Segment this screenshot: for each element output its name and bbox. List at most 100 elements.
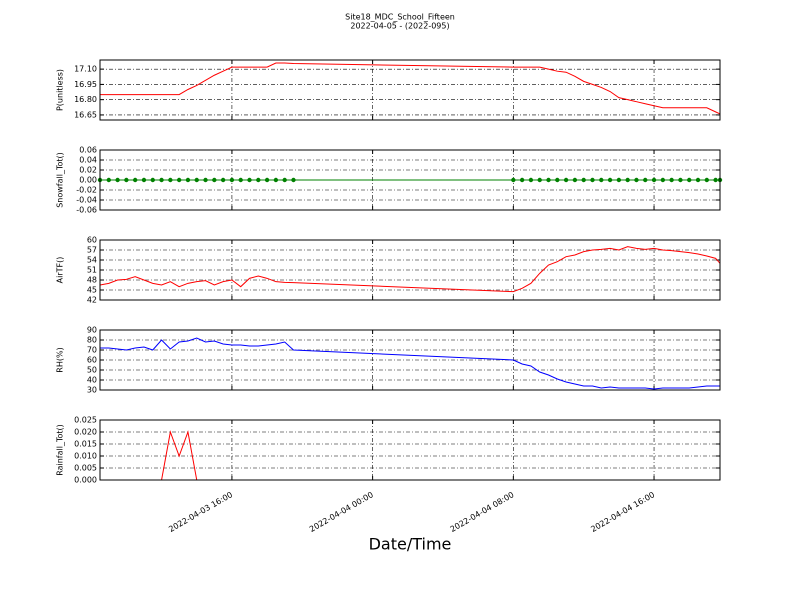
y-tick-label: 0.02 (79, 166, 97, 175)
plot-frame (99, 419, 721, 481)
plot-frame (99, 149, 721, 211)
data-point (546, 177, 551, 183)
data-point (141, 177, 147, 183)
y-tick-label: 0.000 (74, 476, 97, 485)
y-tick-label: 16.95 (74, 80, 97, 89)
y-axis-label: Rainfall_Tot() (56, 424, 65, 476)
x-tick-label: 2022-04-03 16:00 (167, 490, 234, 534)
data-point (669, 177, 674, 183)
data-point (124, 177, 129, 183)
data-point (643, 177, 648, 183)
y-axis-label: RH(%) (56, 347, 65, 372)
y-tick-label: 17.10 (74, 65, 97, 74)
chart-title: Site18_MDC_School_Fifteen (345, 13, 455, 22)
data-point (273, 177, 279, 183)
data-point (132, 177, 138, 183)
y-axis-label: P(unitless) (56, 69, 65, 111)
y-tick-label: 40 (87, 376, 97, 385)
y-tick-label: 0.005 (74, 464, 97, 473)
x-tick-label: 2022-04-04 16:00 (589, 490, 656, 534)
data-point (528, 177, 534, 183)
data-point (106, 177, 111, 183)
data-point (572, 177, 578, 183)
y-tick-label: 70 (87, 346, 97, 355)
data-point (212, 177, 217, 183)
data-point (238, 177, 243, 183)
y-tick-label: 48 (87, 276, 97, 285)
plot-frame (99, 59, 721, 121)
y-axis-label: AirTF() (56, 257, 65, 284)
y-tick-label: 54 (87, 256, 97, 265)
data-point (625, 177, 630, 183)
y-tick-label: 80 (87, 336, 97, 345)
data-point (256, 177, 261, 183)
data-point (168, 177, 173, 183)
plot-frame (99, 239, 721, 301)
data-line (100, 337, 720, 390)
y-tick-label: 45 (87, 286, 97, 295)
data-point (115, 177, 120, 183)
data-point (537, 177, 542, 183)
y-tick-label: 16.80 (74, 95, 97, 104)
data-point (247, 177, 252, 183)
y-tick-label: 42 (87, 296, 97, 305)
data-point (264, 177, 270, 183)
chart-subtitle: 2022-04-05 - (2022-095) (350, 22, 449, 31)
data-line (100, 62, 720, 115)
data-line (100, 246, 720, 293)
y-tick-label: 0.020 (74, 428, 97, 437)
y-axis-label: Snowfall_Tot() (56, 152, 65, 208)
data-point (616, 177, 622, 183)
data-point (660, 177, 666, 183)
data-point (695, 177, 701, 183)
y-tick-label: 60 (87, 236, 97, 245)
y-tick-label: 0.010 (74, 452, 97, 461)
y-tick-label: 90 (87, 326, 97, 335)
y-tick-label: 0.04 (79, 156, 97, 165)
data-point (713, 177, 718, 183)
y-tick-label: 51 (87, 266, 97, 275)
data-point (194, 177, 199, 183)
data-point (159, 177, 164, 183)
data-point (150, 177, 155, 183)
x-axis-label: Date/Time (369, 535, 452, 554)
y-tick-label: 0.06 (79, 146, 97, 155)
data-point (511, 177, 516, 183)
data-point (203, 177, 208, 183)
data-point (607, 177, 613, 183)
y-tick-label: 57 (87, 246, 97, 255)
y-tick-label: 16.65 (74, 110, 97, 119)
x-tick-label: 2022-04-04 08:00 (449, 490, 516, 534)
data-point (599, 177, 604, 183)
x-tick-label: 2022-04-04 00:00 (308, 490, 375, 534)
data-point (291, 177, 296, 183)
y-tick-label: -0.06 (76, 206, 97, 215)
y-tick-label: -0.04 (76, 196, 97, 205)
data-point (220, 177, 226, 183)
y-tick-label: 0.00 (79, 176, 97, 185)
data-point (678, 177, 683, 183)
y-tick-label: 30 (87, 386, 97, 395)
data-point (555, 177, 560, 183)
y-tick-label: -0.02 (76, 186, 97, 195)
data-point (634, 177, 639, 183)
data-point (176, 177, 182, 183)
data-point (581, 177, 586, 183)
data-point (651, 177, 657, 183)
data-point (687, 177, 692, 183)
data-point (519, 177, 525, 183)
data-point (704, 177, 710, 183)
data-point (229, 177, 235, 183)
data-point (185, 177, 191, 183)
plot-frame (99, 329, 721, 391)
y-tick-label: 0.025 (74, 416, 97, 425)
data-point (282, 177, 287, 183)
y-tick-label: 0.015 (74, 440, 97, 449)
data-point (590, 177, 595, 183)
y-tick-label: 60 (87, 356, 97, 365)
data-point (563, 177, 569, 183)
data-line (100, 430, 720, 480)
y-tick-label: 50 (87, 366, 97, 375)
